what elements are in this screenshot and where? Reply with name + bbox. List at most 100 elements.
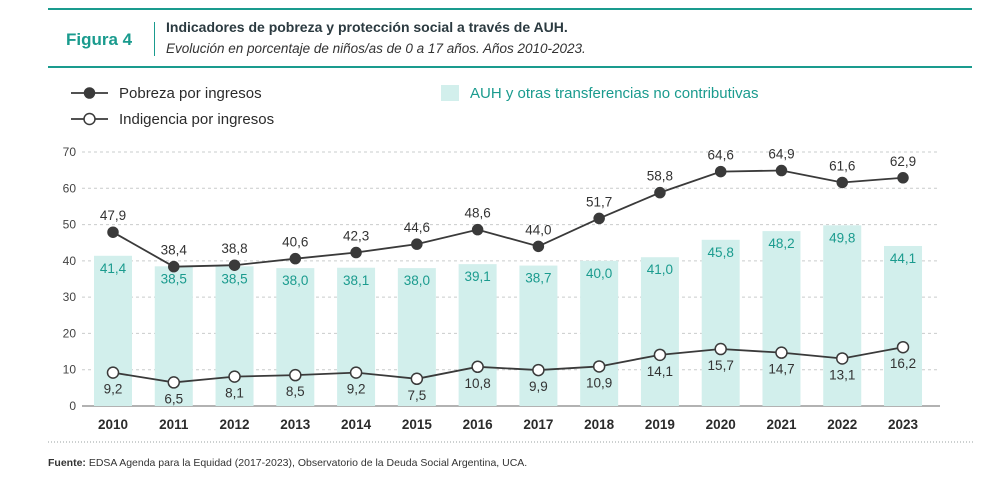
- indigencia-point: [532, 363, 545, 377]
- indigencia-data-label: 6,5: [164, 391, 183, 406]
- indigencia-data-label: 16,2: [890, 356, 916, 371]
- chart: Pobreza por ingresos Indigencia por ingre…: [48, 85, 975, 443]
- bar: [276, 268, 315, 406]
- indigencia-data-label: 8,5: [286, 384, 305, 399]
- line-series: 47,9 38,4 38,8 40,6 42,3 44,6 48,6 44,0 51,7 58,8…: [100, 147, 916, 407]
- grid: 0 10 20 30 40 50 60 70: [63, 145, 940, 413]
- y-tick-label: 30: [63, 290, 77, 304]
- bar: [580, 260, 619, 406]
- indigencia-data-label: 15,7: [708, 358, 734, 373]
- indigencia-point: [106, 366, 120, 379]
- legend-marker-pobreza: [83, 87, 96, 99]
- pobreza-point: [228, 259, 241, 271]
- pobreza-data-label: 38,4: [161, 243, 188, 258]
- pobreza-data-label: 47,9: [100, 208, 126, 223]
- pobreza-data-label: 58,8: [647, 169, 673, 184]
- pobreza-data-label: 44,6: [404, 220, 430, 235]
- indigencia-data-label: 9,2: [347, 382, 366, 397]
- pobreza-point: [897, 172, 909, 184]
- x-tick-label: 2023: [888, 417, 919, 432]
- pobreza-data-label: 40,6: [282, 235, 308, 250]
- bar-data-label: 38,5: [161, 271, 187, 286]
- bar: [701, 239, 740, 406]
- pobreza-point: [714, 165, 727, 178]
- pobreza-line: [112, 169, 904, 268]
- indigencia-data-label: 8,1: [225, 386, 244, 401]
- legend-swatch-auh: [441, 85, 459, 101]
- pobreza-data-label: 64,6: [708, 148, 734, 163]
- bar: [397, 268, 436, 406]
- x-tick-label: 2019: [645, 417, 675, 432]
- pobreza-point: [471, 223, 484, 236]
- pobreza-point: [654, 186, 666, 199]
- bar-data-label: 48,2: [768, 236, 794, 251]
- source-note: Fuente: EDSA Agenda para la Equidad (201…: [48, 457, 527, 469]
- figure-header: Figura 4 Indicadores de pobreza y protec…: [48, 8, 972, 68]
- bar-data-label: 44,1: [890, 251, 916, 266]
- indigencia-point: [714, 342, 727, 356]
- pobreza-point: [593, 212, 605, 225]
- source-text: EDSA Agenda para la Equidad (2017-2023),…: [85, 457, 528, 469]
- legend-label-pobreza: Pobreza por ingresos: [119, 85, 262, 102]
- x-tick-label: 2012: [220, 417, 250, 432]
- y-tick-label: 70: [63, 145, 77, 159]
- x-tick-label: 2014: [341, 417, 372, 432]
- x-tick-label: 2018: [584, 417, 615, 432]
- bar-data-label: 49,8: [829, 230, 855, 245]
- pobreza-data-label: 44,0: [525, 222, 551, 237]
- bar-data-label: 38,7: [525, 271, 551, 286]
- legend-label-indigencia: Indigencia por ingresos: [119, 111, 274, 128]
- bar-data-label: 38,5: [221, 271, 247, 286]
- bar: [94, 255, 132, 406]
- pobreza-point: [289, 252, 302, 265]
- bar-data-label: 38,1: [343, 273, 369, 288]
- bar: [884, 245, 923, 406]
- y-tick-label: 0: [69, 399, 76, 413]
- bar: [337, 267, 376, 406]
- pobreza-point: [411, 238, 423, 250]
- pobreza-point: [836, 176, 848, 189]
- indigencia-data-label: 10,8: [464, 376, 490, 391]
- indigencia-point: [775, 346, 788, 359]
- y-tick-label: 40: [63, 254, 77, 268]
- indigencia-point: [592, 360, 606, 373]
- indigencia-point: [289, 368, 302, 382]
- bar-data-label: 41,4: [100, 261, 127, 276]
- y-tick-label: 10: [63, 363, 77, 377]
- pobreza-data-label: 42,3: [343, 229, 369, 244]
- bar-data-label: 38,0: [404, 273, 430, 288]
- pobreza-data-label: 64,9: [768, 147, 794, 162]
- bar: [762, 231, 801, 406]
- figure-label: Figura 4: [66, 30, 133, 49]
- bar-data-label: 38,0: [282, 273, 308, 288]
- x-tick-label: 2011: [159, 417, 189, 432]
- x-axis: 2010 2011 2012 2013 2014 2015 2016 2017 2018 2019…: [98, 417, 919, 432]
- indigencia-data-label: 10,9: [586, 375, 612, 390]
- pobreza-data-label: 48,6: [464, 206, 490, 221]
- figure-title: Indicadores de pobreza y protección soci…: [166, 19, 568, 35]
- bar-data-label: 39,1: [464, 269, 490, 284]
- source-label: Fuente:: [48, 457, 86, 469]
- legend-marker-indigencia: [83, 112, 96, 126]
- x-tick-label: 2020: [706, 417, 736, 432]
- x-tick-label: 2010: [98, 417, 128, 432]
- bar-data-label: 45,8: [708, 245, 734, 260]
- legend: Pobreza por ingresos Indigencia por ingre…: [71, 85, 758, 128]
- pobreza-point: [532, 240, 545, 253]
- bar: [823, 225, 862, 406]
- pobreza-point: [775, 164, 788, 177]
- pobreza-point: [168, 260, 180, 273]
- legend-label-auh: AUH y otras transferencias no contributi…: [470, 85, 758, 102]
- bar: [640, 257, 679, 406]
- indigencia-data-label: 14,7: [768, 362, 794, 377]
- pobreza-point: [107, 226, 119, 238]
- y-tick-label: 50: [63, 218, 77, 232]
- x-tick-label: 2013: [280, 417, 311, 432]
- indigencia-data-label: 13,1: [829, 367, 855, 382]
- pobreza-point: [350, 246, 362, 259]
- indigencia-point: [653, 348, 667, 362]
- x-tick-label: 2022: [827, 417, 857, 432]
- indigencia-point: [349, 366, 363, 379]
- figure-subtitle: Evolución en porcentaje de niños/as de 0…: [166, 41, 586, 56]
- x-tick-label: 2016: [463, 417, 494, 432]
